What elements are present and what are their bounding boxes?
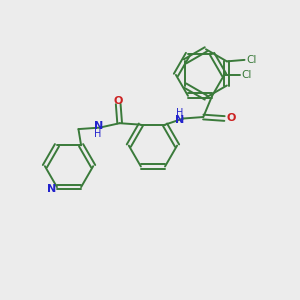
Text: N: N xyxy=(47,184,56,194)
Text: O: O xyxy=(227,113,236,124)
Text: N: N xyxy=(94,121,103,131)
Text: O: O xyxy=(113,95,123,106)
Text: H: H xyxy=(94,129,102,139)
Text: H: H xyxy=(176,108,183,118)
Text: Cl: Cl xyxy=(242,70,252,80)
Text: N: N xyxy=(175,115,184,125)
Text: Cl: Cl xyxy=(247,55,257,65)
